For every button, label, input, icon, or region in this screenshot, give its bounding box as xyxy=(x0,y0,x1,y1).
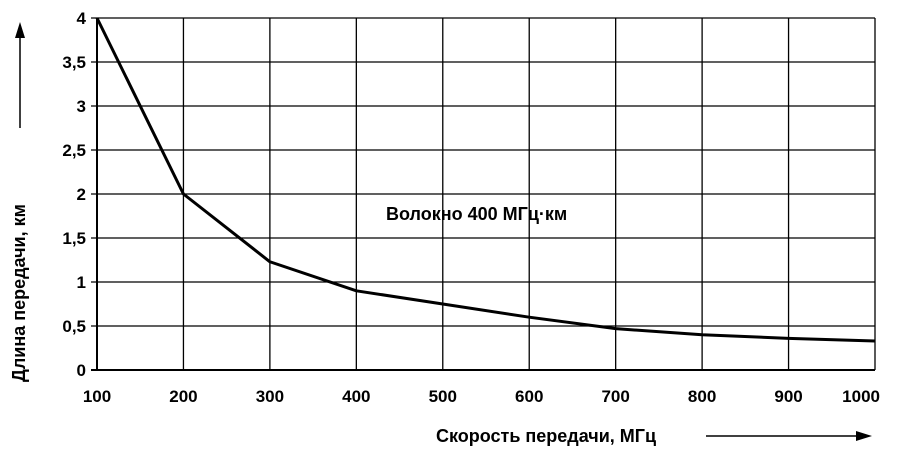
x-tick-label: 600 xyxy=(515,387,543,406)
x-tick-label: 500 xyxy=(429,387,457,406)
y-tick-label: 4 xyxy=(77,9,87,28)
x-tick-labels: 100 200 300 400 500 600 700 800 900 1000 xyxy=(83,387,880,406)
x-tick-label: 400 xyxy=(342,387,370,406)
x-tick-label: 700 xyxy=(601,387,629,406)
series-line xyxy=(95,17,876,343)
y-tick-label: 2 xyxy=(77,185,86,204)
y-arrow-head xyxy=(15,22,25,38)
x-tick-label: 1000 xyxy=(842,387,880,406)
y-tick-label: 2,5 xyxy=(62,141,86,160)
x-tick-label: 200 xyxy=(169,387,197,406)
x-arrow-head xyxy=(856,431,872,441)
x-tick-label: 300 xyxy=(256,387,284,406)
y-tick-label: 1 xyxy=(77,273,86,292)
x-tick-label: 900 xyxy=(774,387,802,406)
y-tick-label: 0,5 xyxy=(62,317,86,336)
annotation-label: Волокно 400 МГц·км xyxy=(386,204,567,224)
y-tick-label: 3,5 xyxy=(62,53,86,72)
y-axis-title: Длина передачи, км xyxy=(9,204,29,382)
y-tick-label: 0 xyxy=(77,361,86,380)
y-axis-arrow xyxy=(15,22,25,128)
x-tick-label: 100 xyxy=(83,387,111,406)
y-tick-labels: 0 0,5 1 1,5 2 2,5 3 3,5 4 xyxy=(62,9,86,380)
series-layer xyxy=(95,17,876,343)
x-axis-arrow xyxy=(706,431,872,441)
y-tick-label: 3 xyxy=(77,97,86,116)
x-axis-title: Скорость передачи, МГц xyxy=(436,426,656,446)
x-tick-label: 800 xyxy=(688,387,716,406)
grid xyxy=(91,17,876,371)
y-tick-label: 1,5 xyxy=(62,229,86,248)
